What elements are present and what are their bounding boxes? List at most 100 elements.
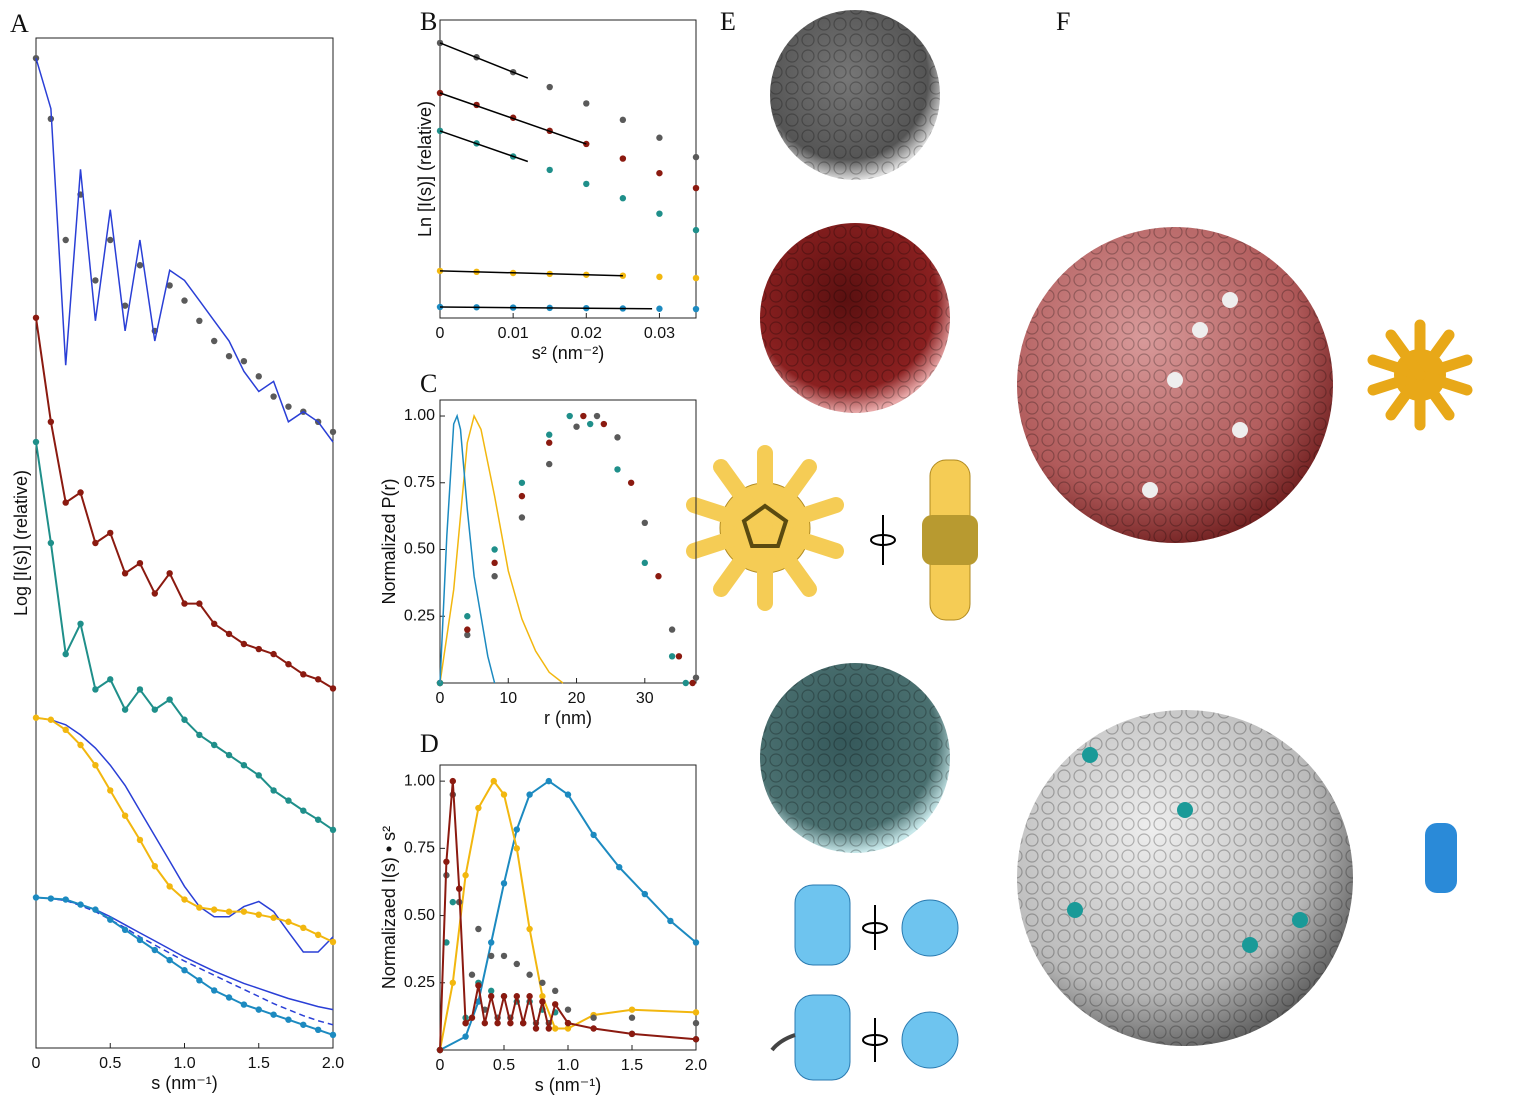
data-point (488, 953, 494, 959)
y-axis-label: Log [I(s)] (relative) (11, 470, 31, 616)
data-point (196, 600, 202, 606)
data-point (48, 540, 54, 546)
data-point (241, 1001, 247, 1007)
data-point (656, 135, 662, 141)
data-point (107, 917, 113, 923)
data-point (285, 797, 291, 803)
data-point (629, 1031, 635, 1037)
data-point (330, 685, 336, 691)
data-point (92, 540, 98, 546)
data-point (107, 237, 113, 243)
data-point (181, 717, 187, 723)
data-point (693, 1009, 699, 1015)
series-line (440, 93, 586, 144)
data-point (211, 987, 217, 993)
data-point (77, 901, 83, 907)
data-point (683, 680, 689, 686)
data-point (514, 845, 520, 851)
structure-f (1017, 227, 1467, 1046)
data-point (256, 772, 262, 778)
panel-letter: C (420, 369, 437, 398)
data-point (620, 155, 626, 161)
data-point (137, 937, 143, 943)
series-line (440, 43, 528, 78)
data-point (519, 480, 525, 486)
data-point (501, 953, 507, 959)
x-axis-label: s (nm⁻¹) (151, 1073, 218, 1093)
data-point (62, 499, 68, 505)
x-tick-label: 10 (499, 690, 517, 707)
data-point (693, 1020, 699, 1026)
data-point (450, 899, 456, 905)
data-point (526, 972, 532, 978)
data-point (693, 1036, 699, 1042)
data-point (656, 211, 662, 217)
data-point (62, 237, 68, 243)
data-point (181, 967, 187, 973)
data-point (450, 778, 456, 784)
data-point (33, 715, 39, 721)
data-point (226, 752, 232, 758)
data-point (488, 939, 494, 945)
x-tick-label: 0 (436, 325, 445, 342)
data-point (33, 439, 39, 445)
data-point (520, 1020, 526, 1026)
data-point (443, 859, 449, 865)
series-line (36, 898, 333, 1010)
panel-letter: F (1056, 7, 1070, 36)
x-axis-label: r (nm) (544, 708, 592, 728)
data-point (552, 1001, 558, 1007)
data-point (514, 826, 520, 832)
data-point (62, 651, 68, 657)
data-point (226, 353, 232, 359)
data-point (693, 185, 699, 191)
data-point (464, 613, 470, 619)
y-tick-label: 0.25 (404, 974, 435, 991)
data-point (642, 520, 648, 526)
x-tick-label: 2.0 (685, 1057, 707, 1074)
series-line (36, 898, 333, 1025)
data-point (211, 338, 217, 344)
data-point (196, 732, 202, 738)
data-point (475, 982, 481, 988)
data-point (469, 1015, 475, 1021)
data-point (642, 560, 648, 566)
data-point (565, 1006, 571, 1012)
x-tick-label: 0 (32, 1055, 41, 1072)
y-axis-label: Normalized P(r) (379, 478, 399, 604)
data-point (656, 170, 662, 176)
data-point (77, 621, 83, 627)
series-line (36, 442, 333, 830)
y-tick-label: 0.75 (404, 474, 435, 491)
data-point (181, 600, 187, 606)
data-point (241, 908, 247, 914)
y-axis-label: Normalizaed I(s) • s² (379, 826, 399, 989)
data-point (547, 167, 553, 173)
data-point (667, 918, 673, 924)
data-point (464, 626, 470, 632)
data-point (450, 980, 456, 986)
data-point (77, 489, 83, 495)
x-tick-label: 1.0 (557, 1057, 579, 1074)
data-point (152, 947, 158, 953)
data-point (546, 1025, 552, 1031)
data-point (614, 466, 620, 472)
data-point (482, 1020, 488, 1026)
data-point (33, 315, 39, 321)
data-point (300, 925, 306, 931)
data-point (689, 680, 695, 686)
data-point (48, 717, 54, 723)
data-point (526, 993, 532, 999)
data-point (546, 432, 552, 438)
data-point (211, 906, 217, 912)
data-point (519, 514, 525, 520)
y-tick-label: 0.50 (404, 541, 435, 558)
data-point (590, 1025, 596, 1031)
data-point (181, 896, 187, 902)
data-point (693, 674, 699, 680)
data-point (507, 1020, 513, 1026)
data-point (92, 686, 98, 692)
data-point (300, 807, 306, 813)
data-point (285, 919, 291, 925)
data-point (475, 805, 481, 811)
